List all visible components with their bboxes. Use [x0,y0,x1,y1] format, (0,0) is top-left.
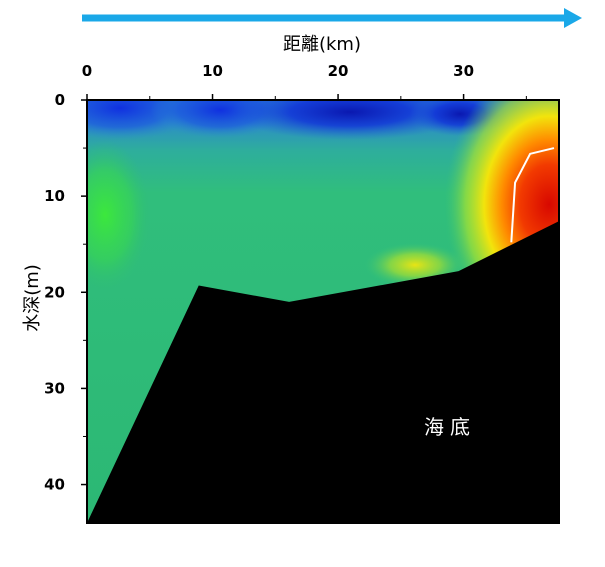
plot-frame [86,99,560,524]
y-tick-label: 0 [55,91,65,109]
y-tick-label: 40 [44,476,65,494]
x-axis-title: 距離(km) [283,34,361,55]
contour-line [510,147,555,243]
y-axis: 0 10 20 30 40 [44,91,87,494]
x-axis: 0 10 20 30 [82,62,527,100]
heat-blob-dark [230,100,470,140]
direction-arrow [82,8,582,28]
x-tick-label: 10 [202,62,223,80]
x-tick-label: 20 [328,62,349,80]
y-axis-title: 水深(m) [22,264,43,332]
heat-blob-green [87,140,150,290]
seafloor-label: 海底 [424,415,476,439]
y-tick-label: 20 [44,283,65,301]
x-tick-label: 30 [453,62,474,80]
y-tick-label: 10 [44,187,65,205]
seafloor [87,221,559,523]
x-tick-label: 0 [82,62,92,80]
y-tick-label: 30 [44,379,65,397]
